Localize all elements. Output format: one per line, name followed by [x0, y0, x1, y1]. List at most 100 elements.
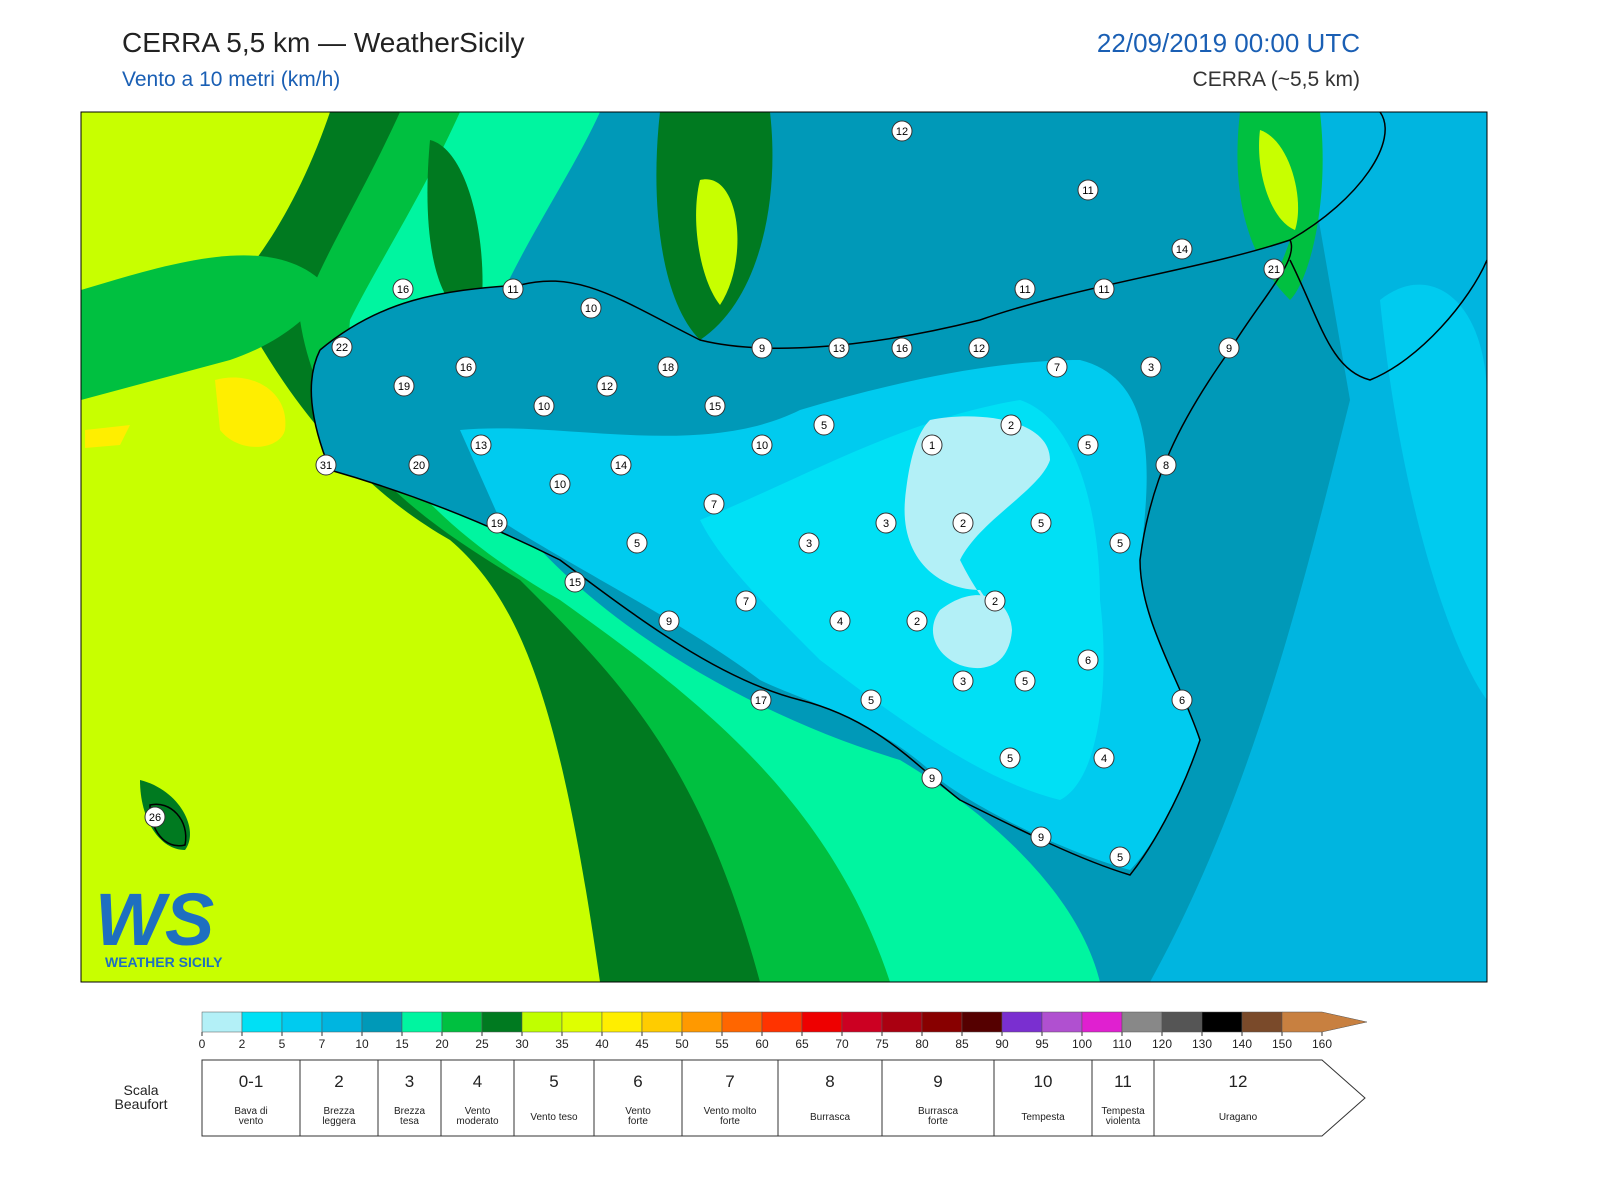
colorbar-cell [761, 1011, 803, 1033]
beaufort-force: 8 [825, 1072, 834, 1091]
station-value: 13 [475, 440, 487, 452]
station-value: 5 [634, 538, 640, 550]
station-value: 19 [398, 381, 410, 393]
beaufort-desc: Burrasca [810, 1112, 850, 1123]
station-value: 6 [1179, 695, 1185, 707]
station-marker [952, 512, 974, 534]
station-marker [626, 532, 648, 554]
station-marker [906, 610, 928, 632]
colorbar-cell [681, 1011, 723, 1033]
colorbar-tick-label: 150 [1272, 1037, 1292, 1051]
beaufort-desc: Vento molto [704, 1106, 757, 1117]
station-value: 19 [491, 518, 503, 530]
colorbar-tick-label: 40 [595, 1037, 609, 1051]
station-marker [144, 806, 166, 828]
station-value: 4 [837, 616, 843, 628]
station-value: 15 [569, 577, 581, 589]
station-marker [1014, 670, 1036, 692]
colorbar-tick-label: 70 [835, 1037, 849, 1051]
colorbar-cell [521, 1011, 563, 1033]
colorbar-cell [1241, 1011, 1283, 1033]
beaufort-desc: moderato [456, 1116, 499, 1127]
beaufort-desc: violenta [1106, 1116, 1141, 1127]
station-value: 1 [929, 440, 935, 452]
colorbar-tick-label: 25 [475, 1037, 489, 1051]
station-marker [1155, 454, 1177, 476]
colorbar-tick-label: 2 [239, 1037, 246, 1051]
colorbar-tick-label: 10 [355, 1037, 369, 1051]
station-marker [891, 120, 913, 142]
beaufort-desc: Uragano [1219, 1112, 1258, 1123]
station-marker [1093, 278, 1115, 300]
station-value: 5 [868, 695, 874, 707]
beaufort-title: Beaufort [115, 1096, 168, 1112]
map-frame [80, 111, 1488, 983]
colorbar-tick-label: 45 [635, 1037, 649, 1051]
station-value: 5 [1038, 518, 1044, 530]
beaufort-force: 0-1 [239, 1072, 264, 1091]
station-marker [999, 747, 1021, 769]
station-value: 5 [1117, 852, 1123, 864]
station-marker [455, 356, 477, 378]
colorbar-cell [1201, 1011, 1243, 1033]
model: CERRA (~5,5 km) [1193, 68, 1360, 91]
station-marker [1077, 179, 1099, 201]
station-marker [1171, 238, 1193, 260]
station-marker [470, 434, 492, 456]
beaufort-frame [201, 1059, 1366, 1137]
station-value: 16 [460, 362, 472, 374]
station-value: 3 [1148, 362, 1154, 374]
station-marker [1140, 356, 1162, 378]
colorbar-cell [1281, 1011, 1368, 1033]
beaufort-desc: Vento [465, 1106, 491, 1117]
logo: WS WEATHER SICILY [95, 878, 223, 970]
station-marker [735, 590, 757, 612]
station-marker [860, 689, 882, 711]
station-marker [1093, 747, 1115, 769]
datetime: 22/09/2019 00:00 UTC [1097, 28, 1360, 58]
colorbar-cell [721, 1011, 763, 1033]
station-marker [984, 590, 1006, 612]
colorbar-tick-label: 15 [395, 1037, 409, 1051]
colorbar-tick-label: 20 [435, 1037, 449, 1051]
station-value: 5 [1007, 753, 1013, 765]
logo-mark: WS [95, 878, 214, 961]
beaufort-desc: Tempesta [1101, 1106, 1145, 1117]
station-value: 3 [806, 538, 812, 550]
colorbar-tick-label: 110 [1112, 1037, 1131, 1051]
beaufort-force: 10 [1034, 1072, 1053, 1091]
station-value: 7 [1054, 362, 1060, 374]
colorbar-tick-label: 30 [515, 1037, 529, 1051]
beaufort-force: 5 [549, 1072, 558, 1091]
colorbar-cell [441, 1011, 483, 1033]
beaufort-desc: Brezza [323, 1106, 355, 1117]
colorbar-cell [201, 1011, 243, 1033]
station-marker [1030, 512, 1052, 534]
station-value: 11 [1019, 284, 1030, 296]
station-marker [798, 532, 820, 554]
beaufort-desc: Brezza [394, 1106, 426, 1117]
station-value: 20 [413, 460, 425, 472]
beaufort-desc: Tempesta [1021, 1112, 1065, 1123]
colorbar-cell [601, 1011, 643, 1033]
station-marker [549, 473, 571, 495]
beaufort-desc: forte [928, 1116, 948, 1127]
colorbar-cell [1081, 1011, 1123, 1033]
beaufort-desc: vento [239, 1116, 264, 1127]
station-marker [1077, 649, 1099, 671]
colorbar-cell [961, 1011, 1003, 1033]
station-marker [1109, 846, 1131, 868]
station-value: 12 [973, 343, 985, 355]
station-marker [486, 512, 508, 534]
station-marker [658, 610, 680, 632]
colorbar-tick-label: 130 [1192, 1037, 1212, 1051]
title: CERRA 5,5 km — WeatherSicily [122, 27, 525, 58]
station-marker [750, 689, 772, 711]
colorbar-cell [1041, 1011, 1083, 1033]
station-value: 15 [709, 401, 721, 413]
beaufort-desc: Vento teso [530, 1112, 578, 1123]
station-value: 26 [149, 812, 161, 824]
beaufort-desc: Burrasca [918, 1106, 958, 1117]
